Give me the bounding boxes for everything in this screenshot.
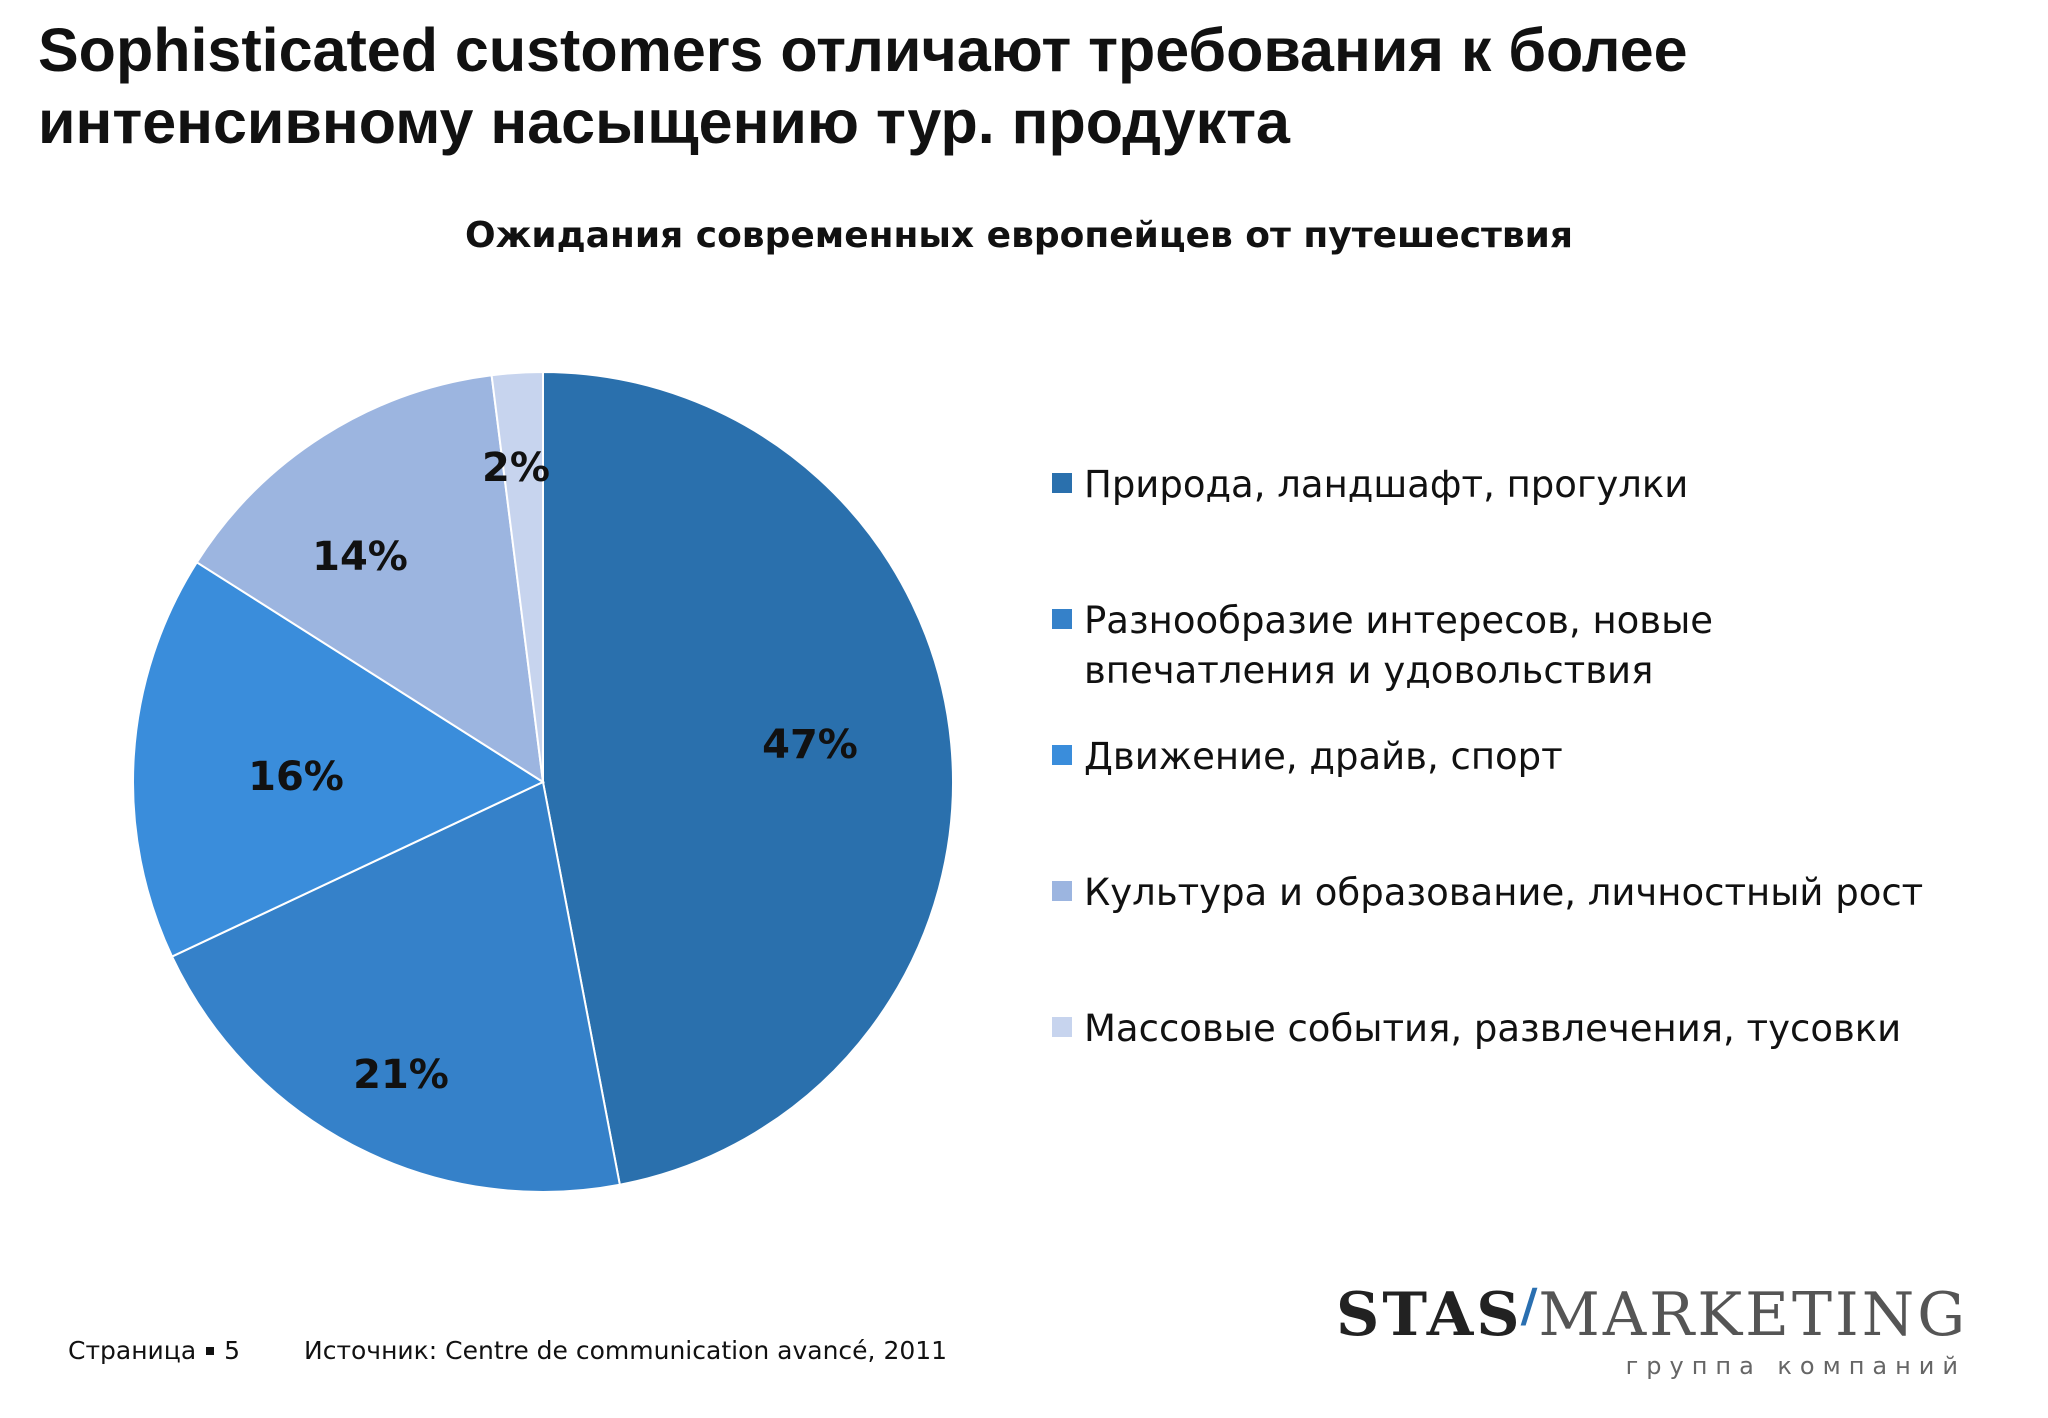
source-note: Источник: Centre de communication avancé… <box>304 1336 947 1365</box>
pie-chart: 47% 21% 16% 14% 2% <box>0 0 1000 1240</box>
pie-slice-1 <box>543 372 953 1185</box>
legend-swatch-icon <box>1052 745 1072 765</box>
page-number: 5 <box>224 1336 240 1365</box>
legend-label: Движение, драйв, спорт <box>1084 732 1964 782</box>
legend-label: Природа, ландшафт, прогулки <box>1084 460 1964 510</box>
logo-part-marketing: MARKETING <box>1538 1280 1968 1350</box>
logo-accent-slash-icon: / <box>1521 1278 1541 1332</box>
legend-swatch-icon <box>1052 881 1072 901</box>
logo-part-stas: STAS <box>1336 1280 1523 1350</box>
logo-tagline: группа компаний <box>1626 1352 1966 1380</box>
page-indicator: Страница 5 <box>68 1336 240 1365</box>
slice-value-label-2: 21% <box>353 1052 449 1098</box>
bullet-square-icon <box>206 1347 214 1355</box>
slice-value-label-1: 47% <box>762 722 858 768</box>
slice-value-label-5: 2% <box>482 445 550 491</box>
legend-item-4: Культура и образование, личностный рост <box>1052 868 1964 918</box>
logo-wordmark: STAS/MARKETING <box>1336 1280 1968 1354</box>
slice-value-label-3: 16% <box>248 754 344 800</box>
legend-label: Массовые события, развлечения, тусовки <box>1084 1004 1964 1054</box>
legend-item-2: Разнообразие интересов, новые впечатлени… <box>1052 596 1774 696</box>
legend-label: Разнообразие интересов, новые впечатлени… <box>1084 596 1774 696</box>
page-label: Страница <box>68 1336 196 1365</box>
legend-label: Культура и образование, личностный рост <box>1084 868 1964 918</box>
legend-item-5: Массовые события, развлечения, тусовки <box>1052 1004 1964 1054</box>
legend-swatch-icon <box>1052 473 1072 493</box>
slice-value-label-4: 14% <box>312 534 408 580</box>
legend-item-1: Природа, ландшафт, прогулки <box>1052 460 1964 510</box>
company-logo: STAS/MARKETING группа компаний <box>1336 1280 1976 1390</box>
legend-item-3: Движение, драйв, спорт <box>1052 732 1964 782</box>
legend-swatch-icon <box>1052 1017 1072 1037</box>
legend-swatch-icon <box>1052 609 1072 629</box>
